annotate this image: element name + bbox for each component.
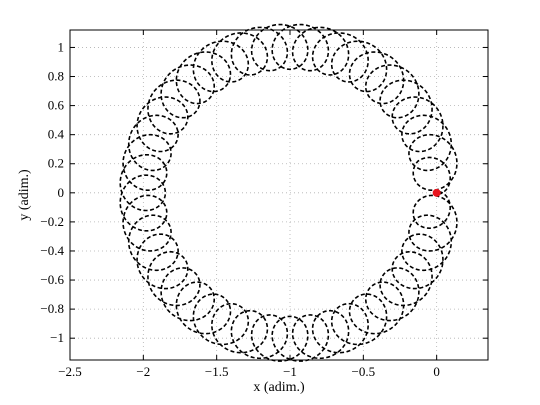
x-tick-label: −1 (283, 364, 297, 379)
y-tick-label: 0.6 (48, 98, 65, 113)
y-tick-label: −0.8 (40, 301, 64, 316)
x-axis-ticks: −2.5 −2 −1.5 −1 −0.5 0 (58, 30, 440, 379)
y-tick-label: 0.4 (48, 127, 65, 142)
y-tick-label: 0 (58, 185, 65, 200)
y-axis-ticks: −1 −0.8 −0.6 −0.4 −0.2 0 0.2 0.4 0.6 0.8 1 (40, 39, 488, 345)
x-tick-label: −0.5 (352, 364, 376, 379)
x-tick-label: −1.5 (205, 364, 229, 379)
y-tick-label: 0.8 (48, 69, 64, 84)
trajectory-line (119, 23, 458, 362)
y-tick-label: 1 (58, 39, 65, 54)
y-tick-label: −1 (50, 330, 64, 345)
x-axis-label: x (adim.) (253, 380, 305, 395)
start-point-marker (432, 188, 441, 197)
x-tick-label: 0 (433, 364, 440, 379)
x-tick-label: −2.5 (58, 364, 82, 379)
x-tick-label: −2 (136, 364, 150, 379)
plot-area (70, 30, 488, 360)
y-tick-label: −0.6 (40, 272, 64, 287)
y-tick-label: 0.2 (48, 156, 64, 171)
y-axis-label: y (adim.) (17, 169, 32, 221)
y-tick-label: −0.2 (40, 214, 64, 229)
plot-frame (69, 29, 489, 361)
trajectory-curve-group (119, 23, 458, 362)
grid (69, 30, 488, 360)
y-tick-label: −0.4 (40, 243, 64, 258)
marker-group (432, 188, 441, 197)
